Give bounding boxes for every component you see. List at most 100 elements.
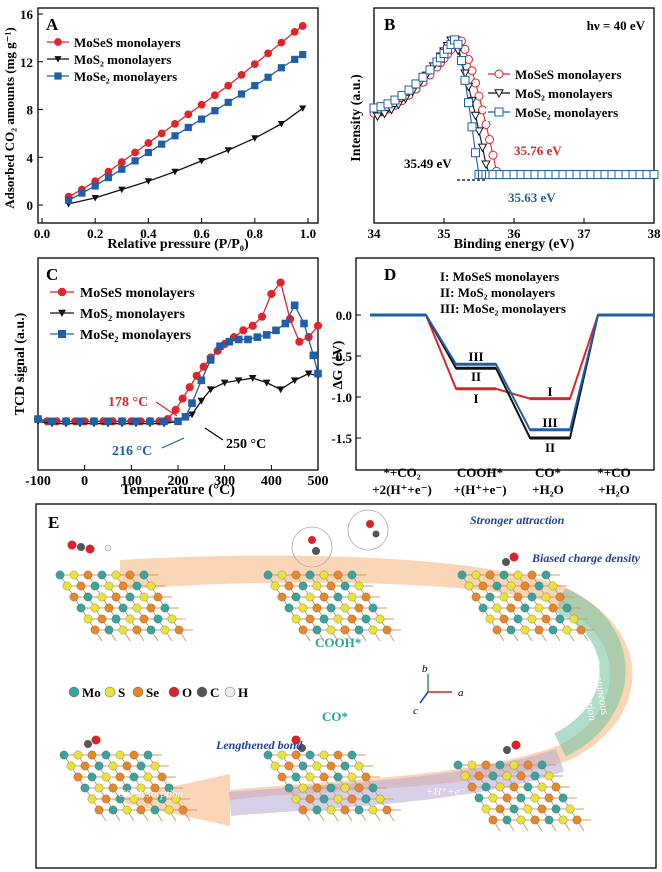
lattice-atom — [361, 592, 371, 602]
panel-b-ann-mose2: 35.49 eV — [404, 156, 452, 171]
lattice-atom — [520, 581, 530, 591]
atom-legend-swatch — [132, 686, 144, 698]
panel-c-point — [220, 379, 229, 387]
lattice-initial — [55, 570, 193, 642]
panel-b: B hν = 40 eV 34 35 36 37 38 MoSeS monolayers… — [349, 7, 661, 252]
panel-a-point — [224, 98, 232, 106]
label-hplus-1: +H⁺+e⁻ — [180, 613, 219, 625]
lattice-atom — [62, 581, 72, 591]
lattice-atom — [101, 772, 111, 782]
lattice-atom — [534, 603, 544, 613]
lattice-atom — [513, 592, 523, 602]
lattice-atom — [555, 592, 565, 602]
lattice-atom — [312, 783, 322, 793]
panel-a-xtick-label: 0.2 — [87, 226, 103, 241]
lattice-atom — [270, 761, 280, 771]
lattice-atom — [548, 625, 558, 635]
panel-a-legend-label: MoS₂ monolayers — [74, 52, 171, 67]
lattice-atom — [347, 750, 357, 760]
panel-c-point — [160, 417, 168, 426]
lattice-atom — [157, 772, 167, 782]
lattice-atom — [153, 592, 163, 602]
lattice-atom — [73, 772, 83, 782]
panel-d-ytick-label: -1.0 — [331, 390, 352, 405]
lattice-atom — [495, 782, 505, 792]
panel-b-ann-moses: 35.76 eV — [514, 143, 562, 158]
panel-c-point — [188, 411, 196, 419]
lattice-atom — [174, 625, 184, 635]
lattice-atom — [298, 805, 308, 815]
panel-c-xtick-label: 500 — [308, 474, 329, 489]
co-o — [291, 735, 301, 745]
panel-b-legend-marker — [494, 107, 504, 117]
lattice-atom — [319, 794, 329, 804]
lattice-atom — [375, 794, 385, 804]
co2-molecule-o — [67, 540, 77, 550]
lattice-atom — [516, 793, 526, 803]
lattice-atom — [485, 614, 495, 624]
panel-a-point — [171, 168, 179, 176]
panel-c: C -100 0 100 200 300 400 500 MoSeS monolayersM… — [13, 257, 329, 498]
zoom-circle — [291, 526, 333, 568]
lattice-atom — [509, 804, 519, 814]
panel-a-point — [277, 120, 285, 128]
lattice-atom — [108, 783, 118, 793]
lattice-atom — [298, 603, 308, 613]
desorbed-c — [84, 740, 92, 748]
label-co2-adsorption: CO₂ adsorption — [168, 597, 238, 609]
final-c — [503, 746, 511, 754]
lattice-atom — [354, 805, 364, 815]
panel-b-point — [457, 56, 466, 66]
lattice-atom — [333, 750, 343, 760]
panel-b-legend-marker — [494, 89, 504, 99]
lattice-atom — [368, 603, 378, 613]
lattice-atom — [125, 592, 135, 602]
atom-legend-swatch — [104, 686, 116, 698]
panel-a-point — [237, 71, 246, 79]
lattice-atom — [305, 592, 315, 602]
lattice-atom — [354, 761, 364, 771]
panel-a-ytick-label: 0 — [27, 198, 34, 213]
lattice-atom — [548, 603, 558, 613]
panel-a-point — [277, 64, 285, 72]
panel-c-point — [248, 375, 257, 382]
lattice-atom — [333, 794, 343, 804]
panel-a-point — [224, 81, 233, 90]
lattice-atom — [319, 772, 329, 782]
panel-a-point — [144, 178, 152, 185]
panel-c-point — [304, 370, 313, 378]
lattice-atom — [115, 750, 125, 760]
lattice-atom — [263, 570, 273, 580]
panel-a-xtick-label: 0.0 — [34, 226, 50, 241]
label-co-desorption: CO desorption — [118, 788, 184, 800]
panel-b-legend-bg — [486, 84, 646, 102]
panel-a-point — [298, 22, 307, 30]
panel-a-point — [198, 115, 206, 123]
lattice-atom — [146, 603, 156, 613]
panel-c-ann-moses: 178 °C — [108, 395, 148, 410]
panel-c-ylabel: TCD signal (a.u.) — [13, 312, 28, 415]
lattice-atom — [66, 761, 76, 771]
panel-d-legend: I: MoSeS monolayers II: MoS₂ monolayers … — [440, 269, 566, 316]
panel-d-level-label: II — [471, 369, 481, 384]
lattice-atom — [291, 592, 301, 602]
panel-c-point — [253, 333, 262, 341]
panel-a-point — [250, 60, 259, 69]
lattice-atom — [551, 782, 561, 792]
panel-d-step2-bottom: +(H⁺+e⁻) — [453, 482, 506, 497]
panel-d-series-line — [370, 314, 654, 439]
lattice-atom — [569, 614, 579, 624]
label-spontaneous-1: Spontaneous — [410, 597, 466, 609]
lattice-atom — [153, 614, 163, 624]
lattice-atom — [319, 570, 329, 580]
lattice-atom — [485, 592, 495, 602]
panel-a-point — [131, 157, 139, 165]
lattice-atom — [527, 592, 537, 602]
panel-a-point — [198, 157, 206, 165]
panel-d-level-label: I — [547, 384, 552, 399]
panel-b-photon-energy: hν = 40 eV — [587, 18, 646, 33]
panel-b-point — [453, 39, 463, 49]
reaction-cycle-band-right — [553, 588, 626, 757]
panel-b-xtick-label: 35 — [438, 226, 452, 241]
panel-c-point — [132, 417, 140, 426]
